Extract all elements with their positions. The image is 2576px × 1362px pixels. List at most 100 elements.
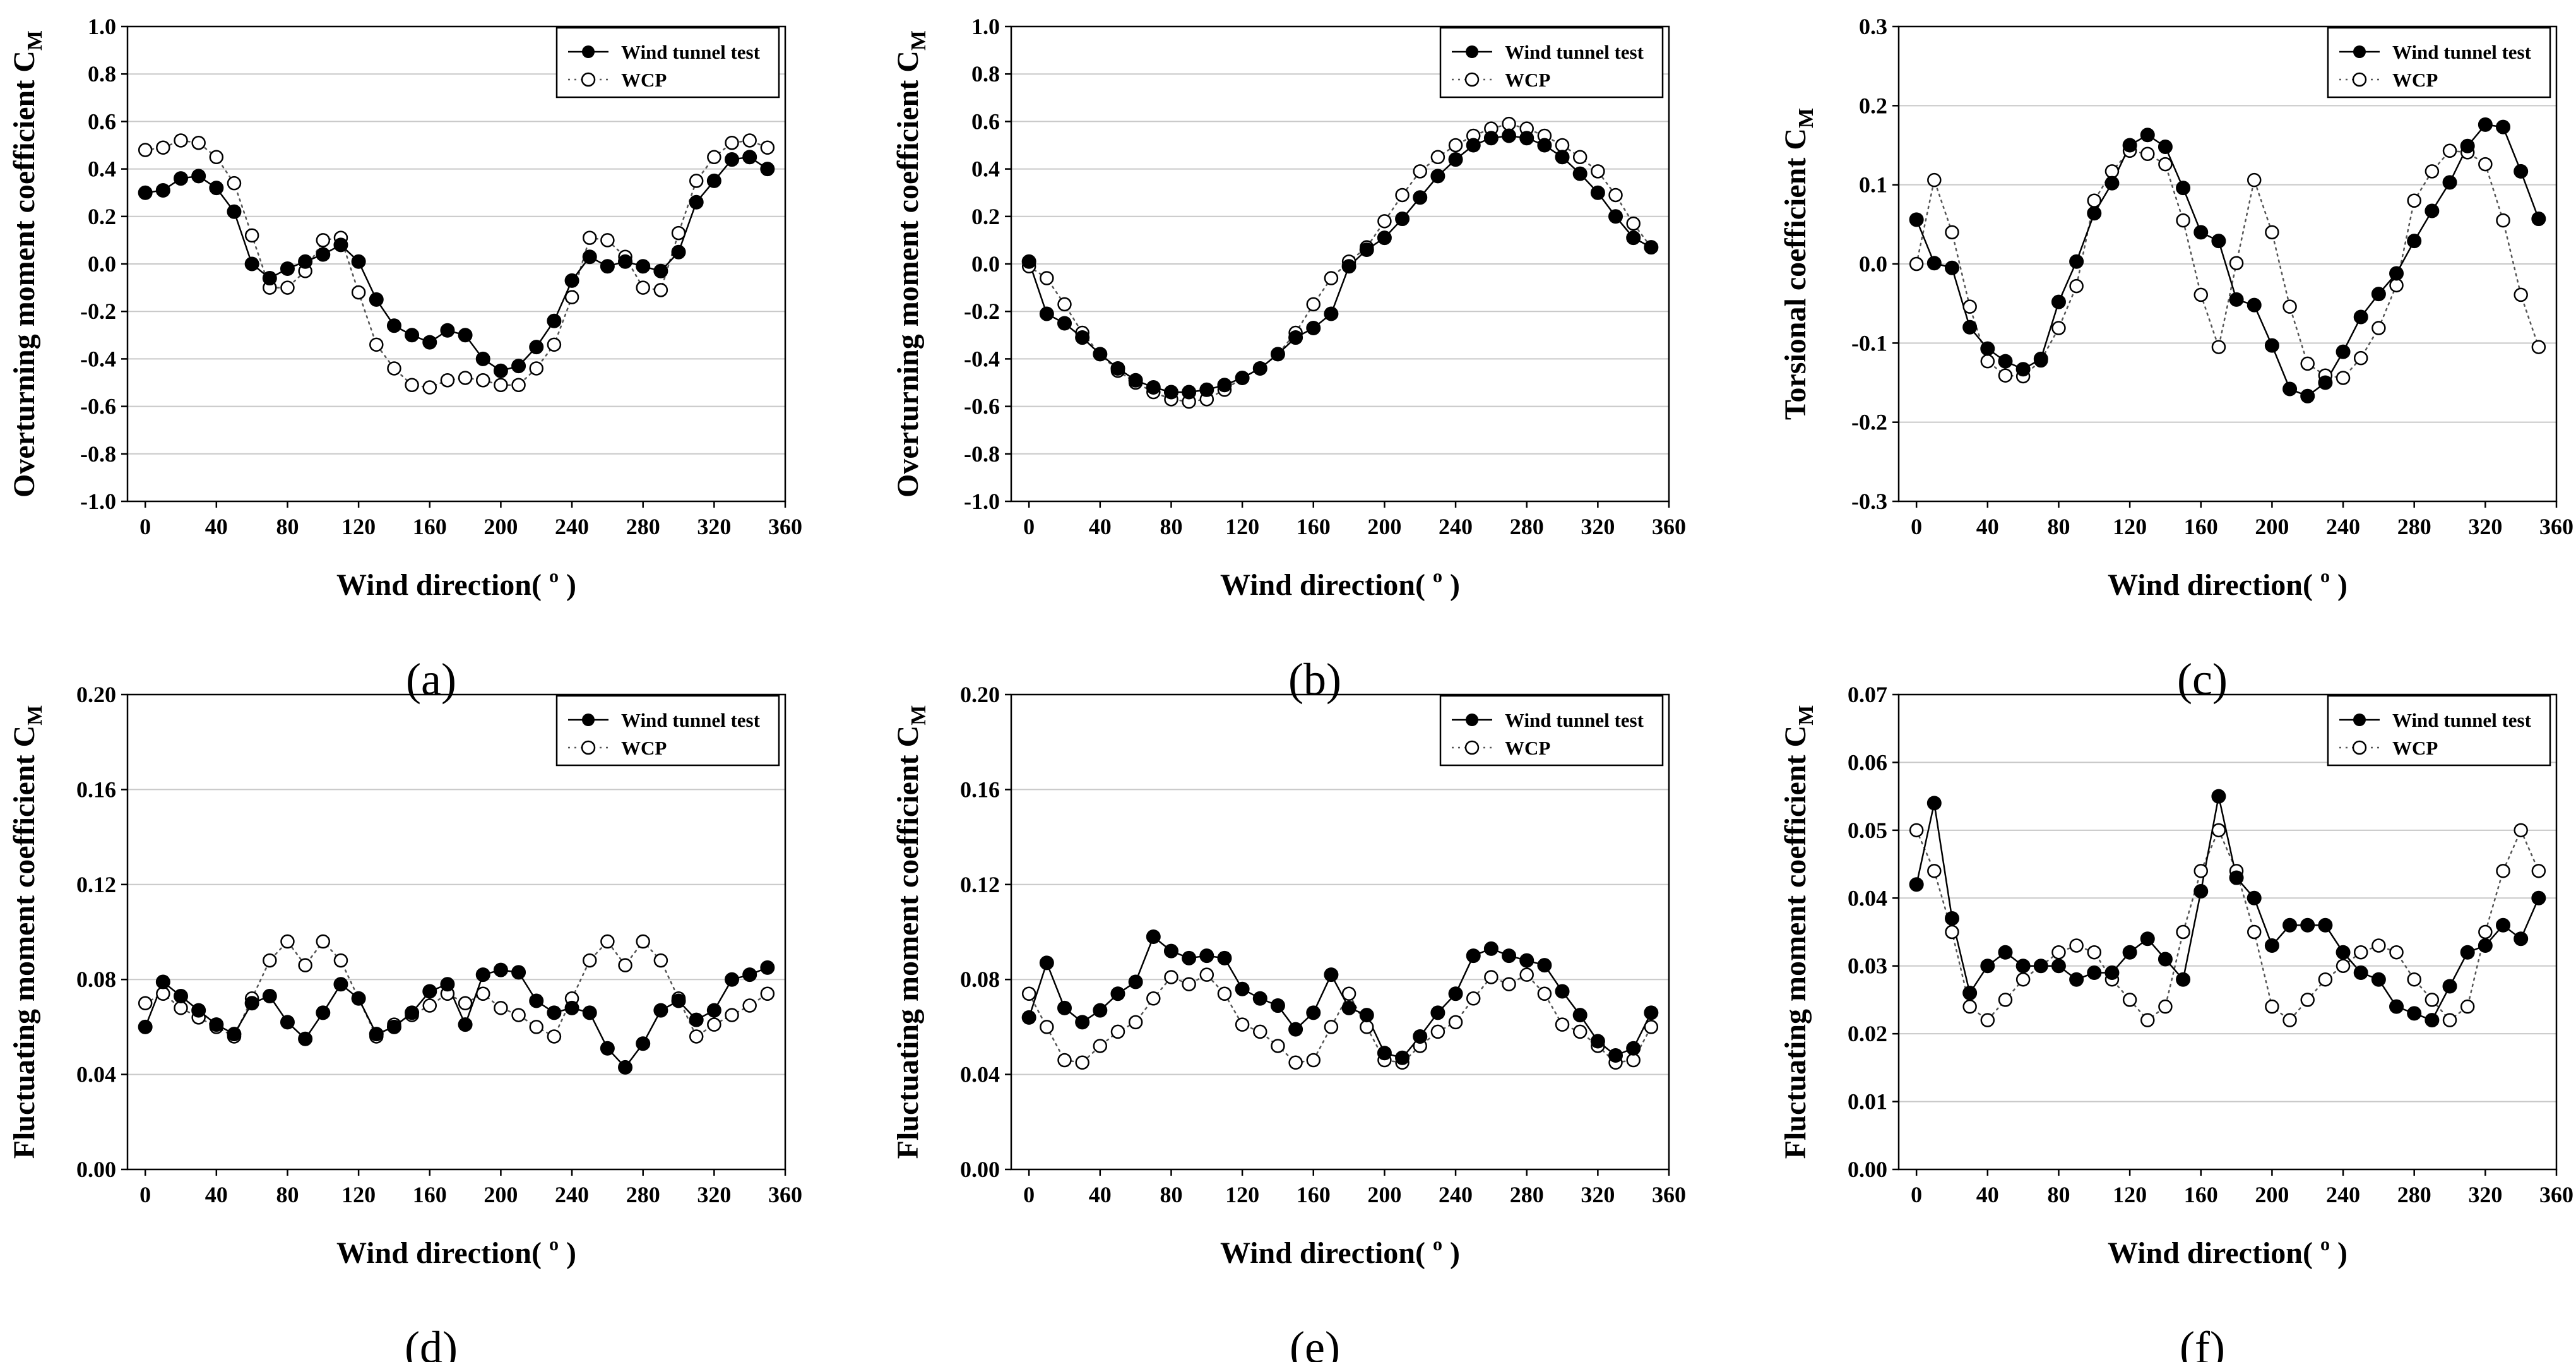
wind-tunnel-point xyxy=(2496,917,2511,933)
plot-frame xyxy=(126,693,786,1171)
x-tick-label: 120 xyxy=(2113,514,2147,539)
wind-tunnel-point xyxy=(440,977,455,992)
wcp-point xyxy=(316,934,331,949)
y-tick-label: -0.1 xyxy=(1851,330,1887,355)
legend-box xyxy=(2327,27,2551,99)
wind-tunnel-point xyxy=(1217,950,1232,965)
wcp-point xyxy=(494,378,508,393)
panel-label: (d) xyxy=(405,1322,458,1362)
wind-tunnel-point xyxy=(2282,381,2298,397)
wind-tunnel-point xyxy=(298,1031,313,1046)
wcp-point xyxy=(2478,924,2493,940)
y-tick-label: 0.4 xyxy=(88,157,116,182)
wind-tunnel-point xyxy=(2496,119,2511,134)
y-tick-label: 0.04 xyxy=(960,1062,1000,1087)
wcp-point xyxy=(1909,823,1924,838)
wcp-point xyxy=(529,1020,543,1034)
wind-tunnel-point xyxy=(1163,385,1178,400)
wind-tunnel-point xyxy=(209,1017,224,1032)
y-tick-label: 0.08 xyxy=(960,967,1000,992)
wind-tunnel-point xyxy=(493,363,508,378)
wcp-point xyxy=(1128,1015,1143,1030)
wind-tunnel-point xyxy=(1413,190,1428,205)
legend-label-wcp: WCP xyxy=(621,69,667,91)
wind-tunnel-point xyxy=(1306,321,1321,336)
wind-tunnel-point xyxy=(618,254,633,269)
x-tick-label: 240 xyxy=(555,1182,589,1207)
x-axis-label: Wind direction( o ) xyxy=(336,566,576,602)
wcp-point xyxy=(653,283,668,297)
wcp-point xyxy=(2069,938,2084,953)
wcp-point xyxy=(1608,188,1623,203)
wind-tunnel-point xyxy=(636,1036,651,1051)
legend-label-wind-tunnel: Wind tunnel test xyxy=(1505,41,1644,63)
wind-tunnel-point xyxy=(653,1003,668,1018)
y-tick-label: -0.6 xyxy=(80,394,116,419)
wcp-point xyxy=(263,953,277,968)
wind-tunnel-point xyxy=(2104,965,2120,980)
wind-tunnel-point xyxy=(2425,203,2440,218)
wcp-point xyxy=(1980,1013,1995,1027)
wcp-point xyxy=(2478,157,2493,172)
wind-tunnel-point xyxy=(2389,266,2404,281)
x-tick-label: 280 xyxy=(626,1182,660,1207)
wind-tunnel-point xyxy=(2051,959,2066,974)
wcp-point xyxy=(1962,299,1977,314)
chart-panel-c: -0.3 -0.2 -0.1 0.0 0.1 0.2 0.3 0 40 80 120 160 200 24… xyxy=(1779,14,2573,705)
wcp-point xyxy=(547,1029,562,1044)
wind-tunnel-point xyxy=(2033,959,2048,974)
y-tick-label: 0.8 xyxy=(88,61,116,87)
wcp-point xyxy=(1413,164,1427,179)
wind-tunnel-point xyxy=(2531,890,2546,905)
wind-tunnel-point xyxy=(1377,1046,1392,1061)
wcp-point xyxy=(1927,864,1942,878)
series-line-wind-tunnel xyxy=(145,967,768,1069)
y-tick-label: 0.4 xyxy=(971,157,1000,182)
x-tick-label: 240 xyxy=(2326,1182,2360,1207)
legend-label-wcp: WCP xyxy=(1505,737,1550,759)
wcp-point xyxy=(191,135,206,150)
wcp-point xyxy=(1591,164,1605,179)
wind-tunnel-point xyxy=(2015,362,2031,377)
wind-tunnel-point xyxy=(547,1005,562,1020)
wind-tunnel-point xyxy=(2176,972,2191,987)
wcp-point xyxy=(2282,299,2297,314)
wind-tunnel-point xyxy=(1235,981,1250,996)
wcp-point xyxy=(2425,164,2440,179)
x-tick-label: 80 xyxy=(1160,514,1182,539)
wind-tunnel-point xyxy=(2247,890,2262,905)
x-tick-label: 120 xyxy=(341,514,376,539)
wind-tunnel-point xyxy=(138,185,153,200)
wind-tunnel-point xyxy=(2140,128,2155,143)
x-axis-label: Wind direction( o ) xyxy=(2108,1234,2347,1270)
x-tick-label: 40 xyxy=(1089,514,1112,539)
wind-tunnel-point xyxy=(2407,1006,2422,1021)
y-tick-label: 0.03 xyxy=(1848,953,1887,979)
wcp-point xyxy=(1217,986,1232,1001)
x-tick-label: 360 xyxy=(768,1182,802,1207)
wcp-point xyxy=(369,337,384,352)
wind-tunnel-point xyxy=(1288,1022,1303,1037)
x-tick-label: 0 xyxy=(1911,514,1922,539)
wcp-point xyxy=(1502,977,1516,991)
x-tick-label: 0 xyxy=(1023,1182,1035,1207)
wcp-point xyxy=(1448,138,1463,153)
wind-tunnel-point xyxy=(1483,941,1499,956)
wind-tunnel-point xyxy=(422,984,437,999)
wcp-point xyxy=(511,1008,526,1022)
wind-tunnel-point xyxy=(1466,138,1481,153)
wind-tunnel-point xyxy=(1075,330,1090,345)
x-tick-label: 280 xyxy=(2397,1182,2431,1207)
x-tick-label: 0 xyxy=(1911,1182,1922,1207)
wind-tunnel-point xyxy=(173,989,188,1004)
wind-tunnel-point xyxy=(2300,917,2315,933)
wcp-point xyxy=(760,986,775,1001)
x-tick-label: 280 xyxy=(1510,1182,1544,1207)
wind-tunnel-point xyxy=(1341,1000,1356,1015)
wind-tunnel-point xyxy=(511,965,526,980)
y-tick-label: 0.16 xyxy=(76,777,116,802)
y-tick-label: 0.12 xyxy=(76,872,116,897)
x-tick-label: 80 xyxy=(276,1182,299,1207)
wcp-point xyxy=(689,1029,704,1044)
wcp-point xyxy=(2531,340,2546,354)
